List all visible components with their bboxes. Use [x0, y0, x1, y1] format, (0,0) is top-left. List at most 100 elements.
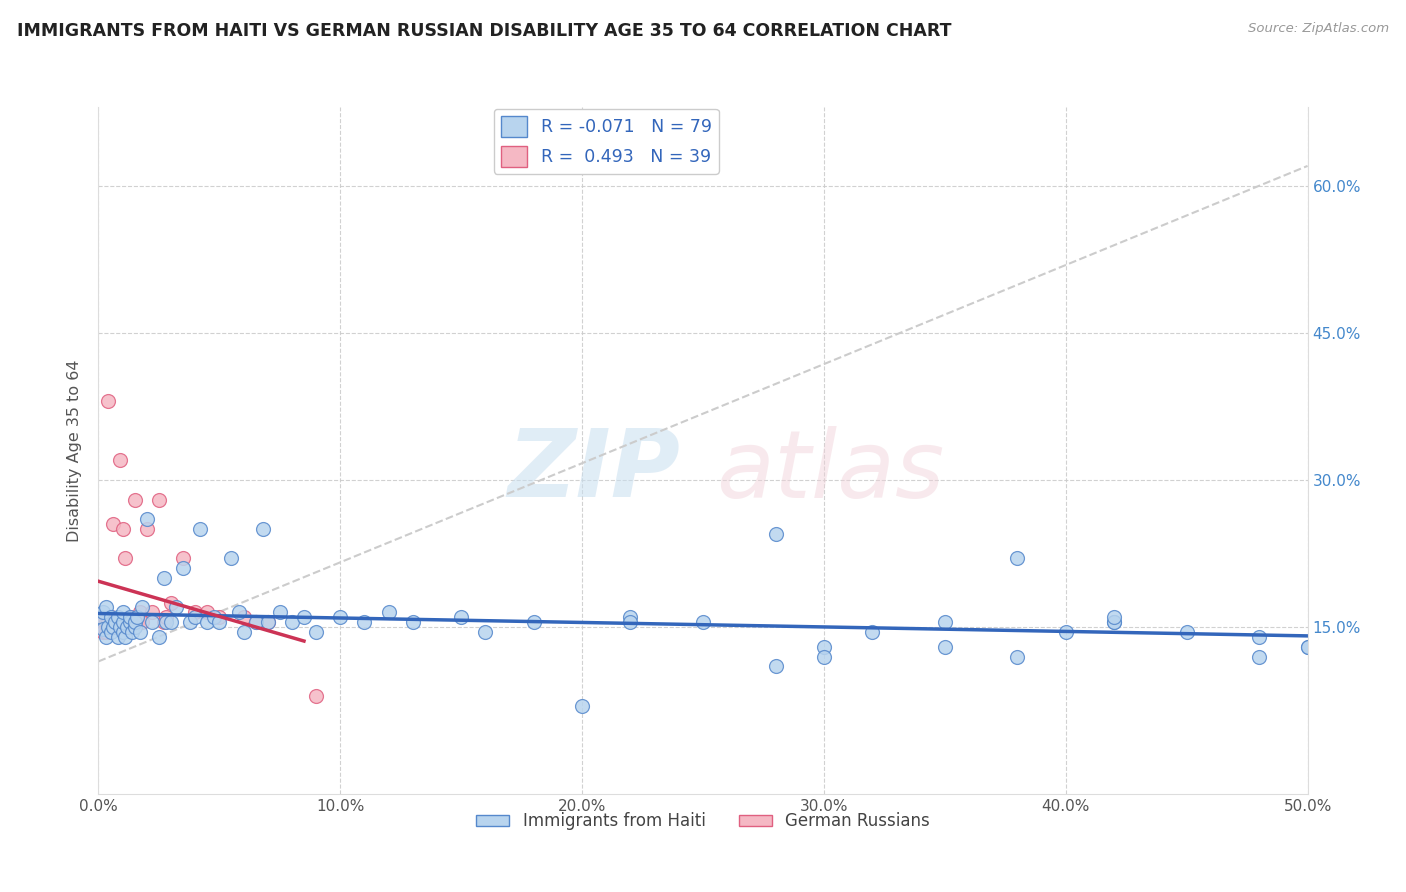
Point — [108, 453, 131, 467]
Point — [152, 615, 174, 630]
Point — [329, 610, 352, 624]
Point — [765, 659, 787, 673]
Point — [148, 492, 170, 507]
Point — [100, 610, 122, 624]
Text: IMMIGRANTS FROM HAITI VS GERMAN RUSSIAN DISABILITY AGE 35 TO 64 CORRELATION CHAR: IMMIGRANTS FROM HAITI VS GERMAN RUSSIAN … — [17, 22, 952, 40]
Point — [228, 605, 250, 619]
Point — [111, 615, 134, 630]
Point — [114, 630, 136, 644]
Point — [94, 624, 117, 639]
Point — [1007, 649, 1029, 664]
Point — [160, 615, 183, 630]
Point — [160, 596, 183, 610]
Point — [188, 522, 211, 536]
Point — [305, 624, 328, 639]
Point — [184, 605, 207, 619]
Point — [107, 615, 129, 630]
Point — [121, 624, 143, 639]
Point — [1054, 624, 1077, 639]
Point — [124, 620, 146, 634]
Point — [1102, 615, 1125, 630]
Point — [1007, 551, 1029, 566]
Point — [813, 649, 835, 664]
Point — [127, 610, 149, 624]
Point — [195, 605, 218, 619]
Point — [292, 610, 315, 624]
Point — [117, 620, 139, 634]
Point — [165, 600, 187, 615]
Point — [245, 615, 267, 630]
Point — [111, 605, 134, 619]
Point — [765, 526, 787, 541]
Point — [1249, 630, 1271, 644]
Point — [619, 610, 641, 624]
Point — [221, 551, 243, 566]
Point — [127, 615, 149, 630]
Point — [619, 615, 641, 630]
Point — [124, 615, 146, 630]
Point — [571, 698, 593, 713]
Y-axis label: Disability Age 35 to 64: Disability Age 35 to 64 — [67, 359, 83, 541]
Point — [813, 640, 835, 654]
Point — [172, 561, 194, 575]
Point — [1296, 640, 1319, 654]
Point — [128, 624, 150, 639]
Point — [184, 610, 207, 624]
Point — [1296, 640, 1319, 654]
Point — [305, 689, 328, 703]
Point — [692, 615, 714, 630]
Point — [450, 610, 472, 624]
Point — [94, 600, 117, 615]
Point — [91, 622, 114, 636]
Point — [523, 615, 546, 630]
Point — [155, 615, 177, 630]
Text: atlas: atlas — [716, 425, 943, 516]
Point — [97, 620, 120, 634]
Point — [232, 610, 254, 624]
Point — [124, 492, 146, 507]
Point — [208, 615, 231, 630]
Point — [934, 640, 956, 654]
Point — [91, 615, 114, 630]
Point — [97, 615, 120, 630]
Point — [101, 517, 124, 532]
Text: ZIP: ZIP — [508, 425, 681, 517]
Point — [179, 615, 201, 630]
Point — [131, 600, 153, 615]
Point — [195, 615, 218, 630]
Point — [135, 522, 157, 536]
Point — [128, 605, 150, 619]
Point — [1175, 624, 1198, 639]
Point — [131, 615, 153, 630]
Point — [118, 610, 141, 624]
Point — [208, 610, 231, 624]
Point — [121, 615, 143, 630]
Point — [1102, 615, 1125, 630]
Point — [100, 624, 122, 639]
Point — [135, 512, 157, 526]
Point — [111, 522, 134, 536]
Point — [232, 624, 254, 639]
Point — [104, 620, 127, 634]
Point — [256, 615, 278, 630]
Point — [118, 615, 141, 630]
Point — [111, 624, 134, 639]
Point — [117, 615, 139, 630]
Point — [124, 615, 146, 630]
Point — [91, 624, 114, 639]
Point — [100, 615, 122, 630]
Point — [152, 571, 174, 585]
Point — [90, 610, 112, 624]
Point — [114, 551, 136, 566]
Legend: Immigrants from Haiti, German Russians: Immigrants from Haiti, German Russians — [470, 805, 936, 837]
Point — [269, 605, 291, 619]
Point — [107, 610, 129, 624]
Point — [402, 615, 425, 630]
Point — [377, 605, 399, 619]
Point — [90, 620, 112, 634]
Point — [101, 620, 124, 634]
Point — [91, 605, 114, 619]
Point — [934, 615, 956, 630]
Point — [141, 605, 163, 619]
Point — [108, 620, 131, 634]
